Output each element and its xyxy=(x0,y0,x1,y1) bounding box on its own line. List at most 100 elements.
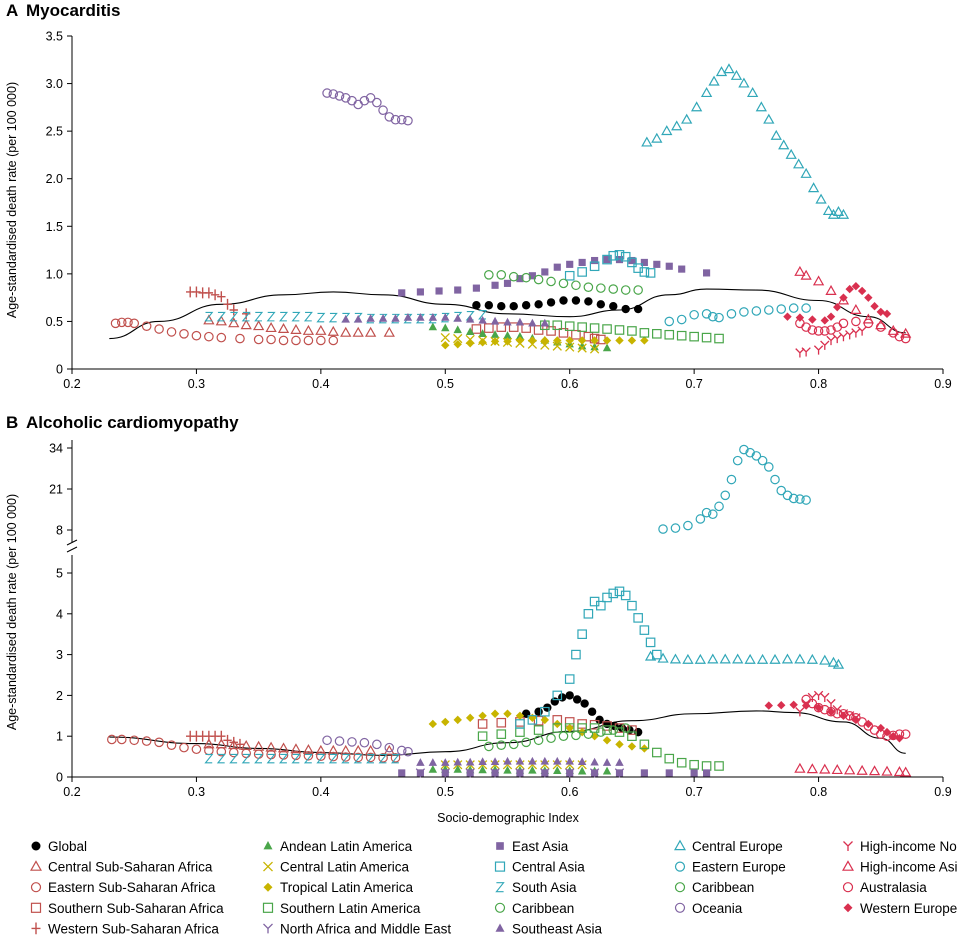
panel-a-marks xyxy=(110,63,912,358)
panel-b-x-tick-label: 0.6 xyxy=(561,785,578,799)
panel-b-point xyxy=(316,753,326,764)
panel-a-point xyxy=(602,336,612,345)
panel-a-point xyxy=(589,323,600,333)
panel-b-point xyxy=(217,730,226,742)
panel-a-point xyxy=(746,87,759,98)
panel-b-point xyxy=(719,653,731,664)
panel-b-point xyxy=(453,765,462,773)
legend-marker xyxy=(31,922,41,935)
panel-a-point xyxy=(739,307,749,317)
panel-b-point xyxy=(515,711,525,720)
panel-a-series-oceania xyxy=(322,88,413,126)
legend: Global Central Sub-Saharan Africa Eastern … xyxy=(30,839,957,936)
panel-a-point xyxy=(589,344,600,354)
panel-b-point xyxy=(571,730,581,741)
panel-b-point xyxy=(864,719,873,729)
panel-b-point xyxy=(490,709,500,718)
legend-marker xyxy=(30,902,42,913)
panel-a-point xyxy=(216,311,226,322)
panel-a-series-east-asia xyxy=(398,256,711,297)
panel-b-point xyxy=(515,719,525,729)
panel-a-point xyxy=(278,335,289,346)
panel-b-point xyxy=(776,485,787,496)
panel-a-x-tick-label: 0.3 xyxy=(188,377,205,391)
legend-marker xyxy=(31,841,41,851)
panel-a-y-tick-label: 0.5 xyxy=(46,315,63,329)
panel-b-point xyxy=(620,723,631,733)
panel-b-point xyxy=(769,653,781,664)
panel-a-point xyxy=(627,336,637,345)
panel-a-point xyxy=(366,313,375,322)
panel-a-x-tick-label: 0.4 xyxy=(312,377,329,391)
panel-b-point xyxy=(416,758,425,766)
panel-a-point xyxy=(521,323,531,333)
panel-b-point xyxy=(391,753,401,764)
panel-a-point xyxy=(503,337,512,346)
panel-b-point xyxy=(795,707,805,717)
panel-b-x-tick-label: 0.8 xyxy=(810,785,827,799)
panel-b-point xyxy=(652,747,662,758)
panel-a-series-central-europe xyxy=(641,63,850,219)
legend-marker xyxy=(674,861,686,872)
panel-a-point xyxy=(528,336,537,345)
legend-item: Caribbean xyxy=(674,880,754,895)
panel-a-point xyxy=(785,148,797,159)
panel-a-point xyxy=(845,284,854,294)
panel-b-point xyxy=(553,756,562,765)
panel-b-point xyxy=(832,658,845,669)
panel-a-point xyxy=(565,336,574,345)
panel-a-point xyxy=(302,324,315,335)
panel-a-point xyxy=(416,313,425,321)
panel-a-point xyxy=(815,193,827,204)
panel-a-point xyxy=(496,322,507,332)
panel-a-point xyxy=(839,293,848,302)
panel-b-point xyxy=(577,766,587,775)
panel-a-point xyxy=(204,331,214,342)
panel-a-point xyxy=(403,115,413,126)
panel-a-point xyxy=(217,291,226,303)
panel-b-point xyxy=(496,740,507,750)
panel-a-point xyxy=(328,89,339,99)
panel-b-point xyxy=(664,753,675,764)
panel-a-point xyxy=(327,325,339,336)
panel-a-x-tick-label: 0.2 xyxy=(63,377,80,391)
panel-b-point xyxy=(782,490,793,501)
legend-marker xyxy=(30,860,42,871)
panel-a-point xyxy=(826,312,836,321)
panel-b-point xyxy=(540,706,550,717)
panel-b-point xyxy=(179,742,189,753)
panel-b-point xyxy=(577,723,587,733)
panel-b-x-tick-label: 0.9 xyxy=(934,785,951,799)
legend-marker xyxy=(496,842,504,850)
panel-b-point xyxy=(334,736,345,746)
legend-label: Southern Sub-Saharan Africa xyxy=(48,901,224,916)
panel-b-point xyxy=(590,732,599,741)
panel-b-point xyxy=(303,753,313,764)
panel-b-point xyxy=(726,474,737,485)
panel-a-point xyxy=(857,326,867,336)
panel-a-point xyxy=(564,321,575,331)
panel-a-point xyxy=(837,294,850,305)
panel-b-point xyxy=(580,699,589,708)
panel-b-series-eastern-europe xyxy=(658,444,811,534)
panel-b-point xyxy=(534,707,543,716)
panel-a-point xyxy=(590,342,599,351)
panel-b-point xyxy=(290,743,302,754)
panel-a-point xyxy=(589,261,600,272)
panel-b-point xyxy=(216,746,227,757)
panel-a-point xyxy=(540,340,550,350)
panel-a-point xyxy=(726,309,737,319)
panel-a-point xyxy=(671,120,683,131)
legend-label: Eastern Europe xyxy=(692,860,786,875)
panel-a-point xyxy=(416,288,424,296)
panel-b-point xyxy=(441,758,450,766)
panel-a-y-tick-label: 2.0 xyxy=(46,172,63,186)
panel-b-point xyxy=(590,757,599,766)
legend-marker xyxy=(842,882,854,893)
panel-b-point xyxy=(540,756,550,765)
panel-b-point xyxy=(291,750,301,761)
panel-a-point xyxy=(701,332,712,343)
panel-a-point xyxy=(322,88,332,98)
panel-a-title: Myocarditis xyxy=(26,1,120,20)
legend-item: South Asia xyxy=(495,880,577,895)
